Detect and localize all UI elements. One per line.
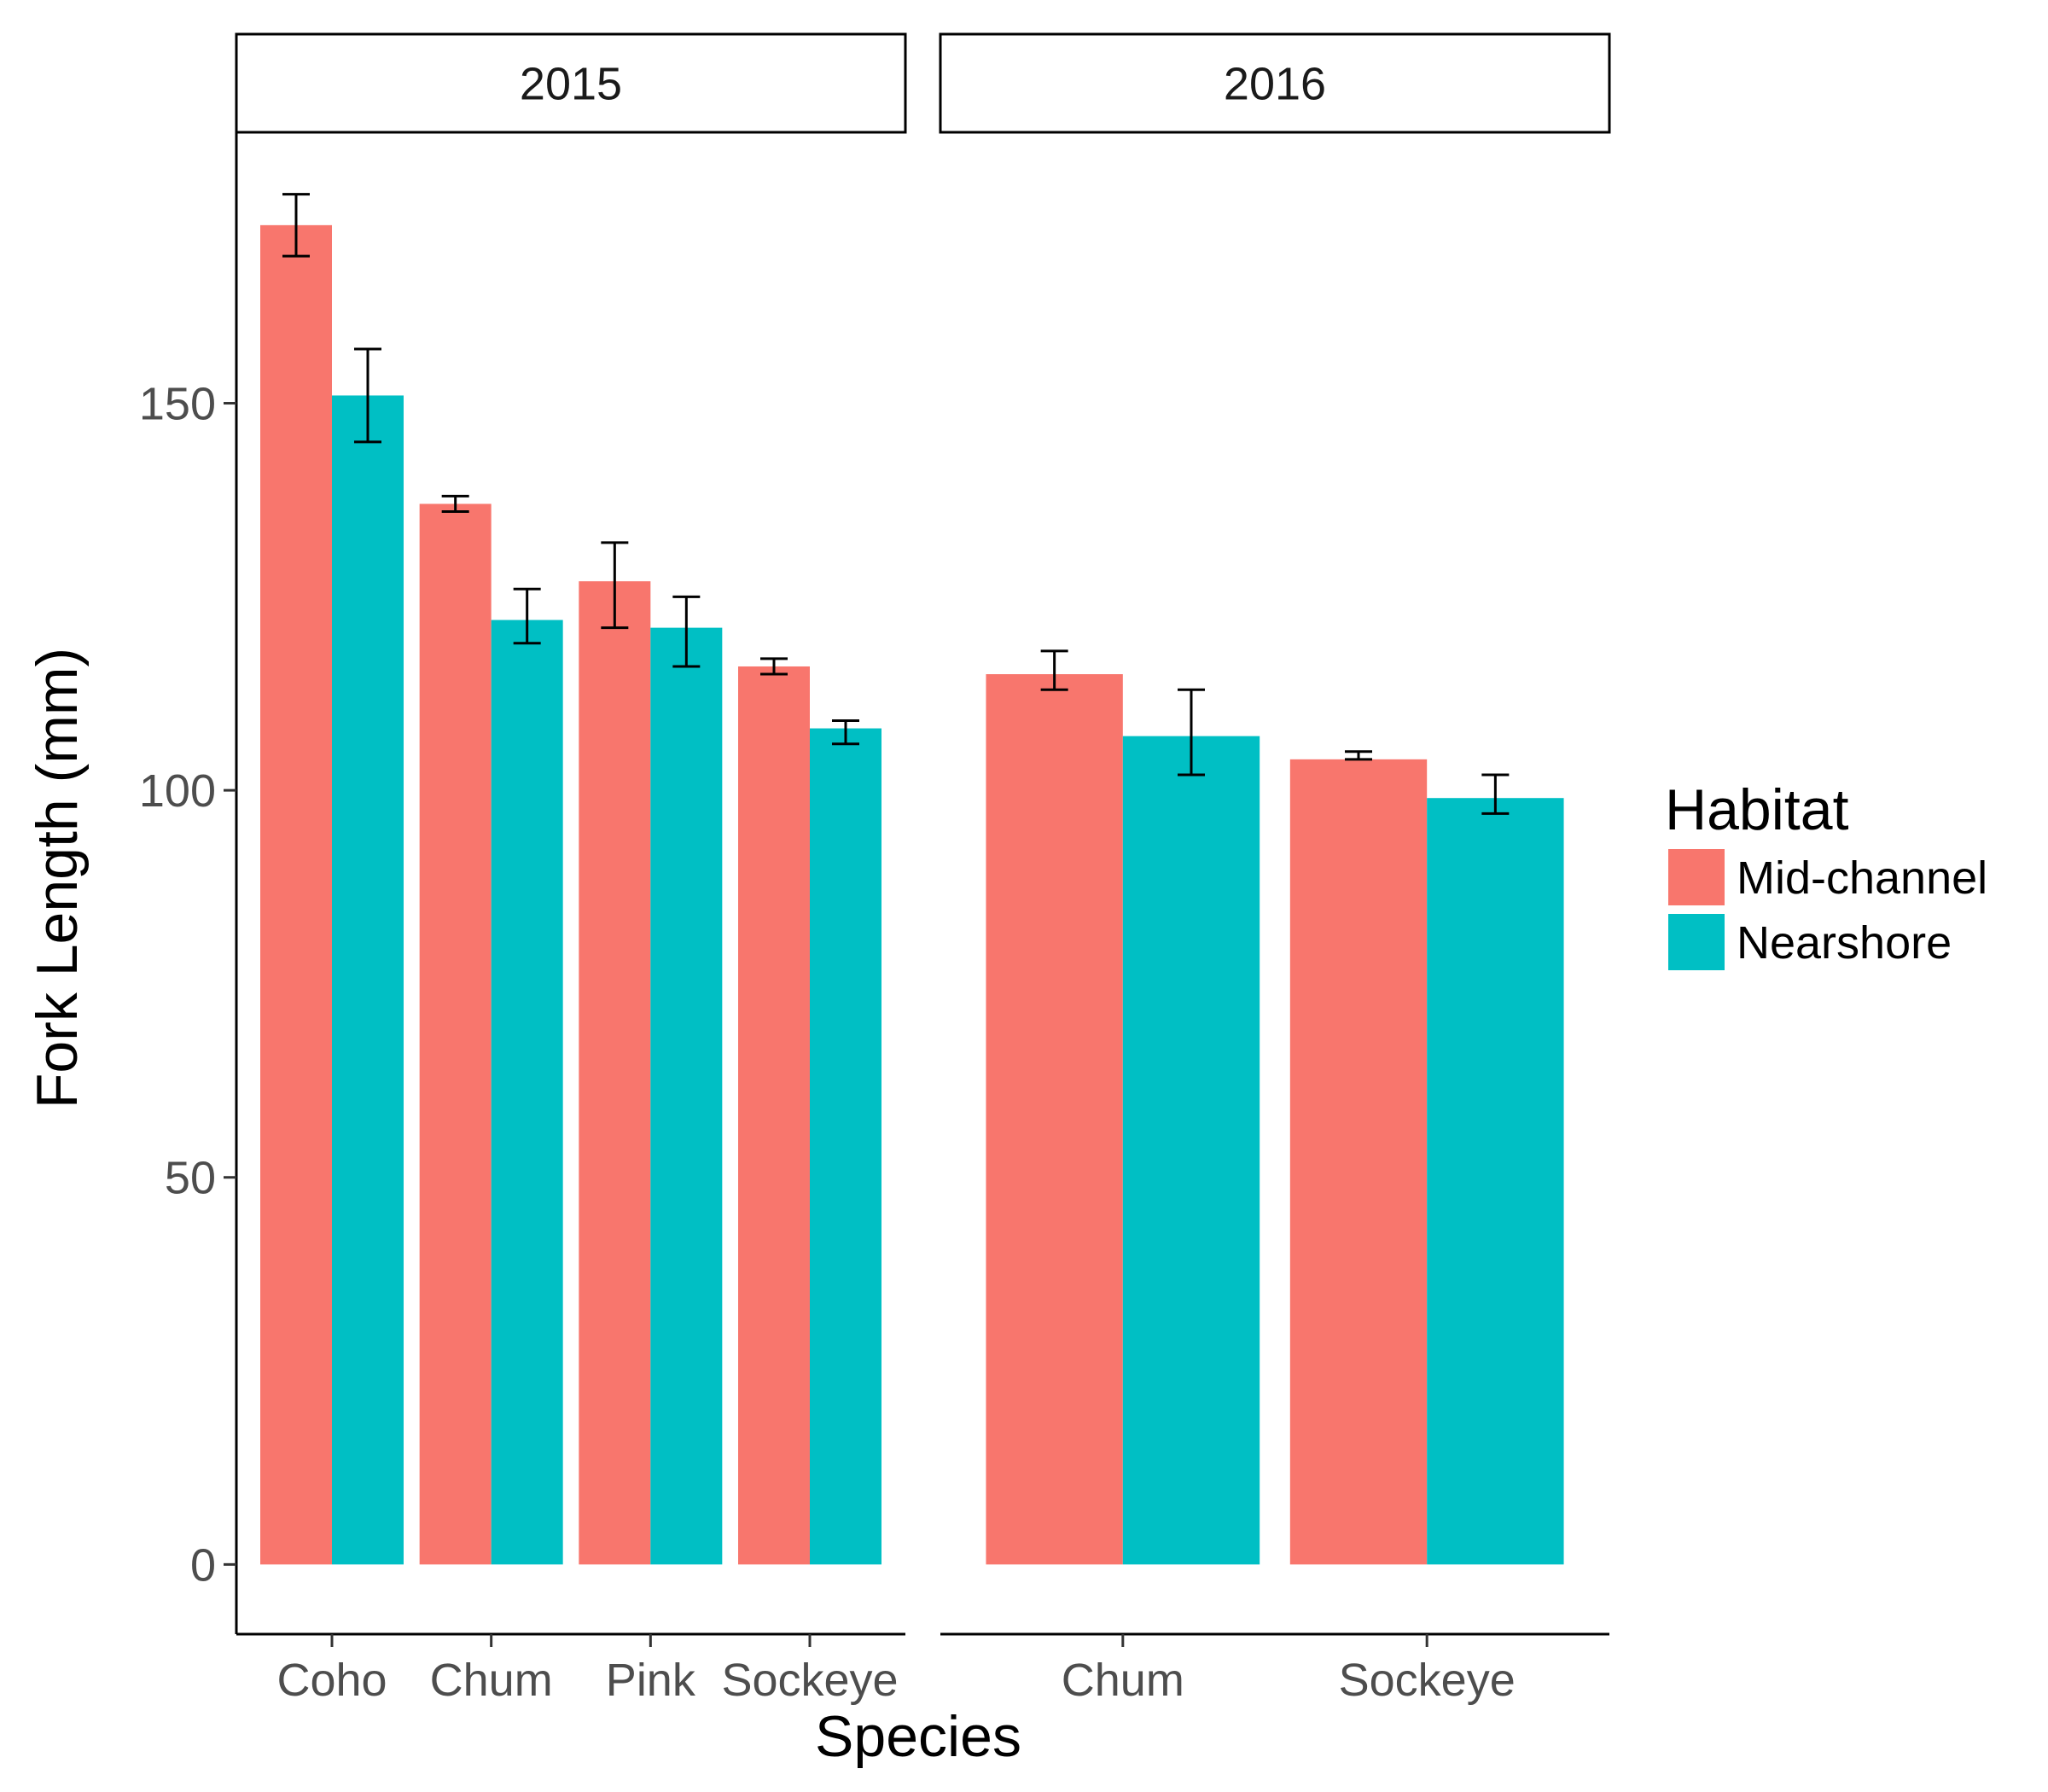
bar-2015-chum-mid-channel [419,503,492,1565]
legend-label-mid-channel: Mid-channel [1737,852,1987,904]
chart-panels: 2015 Coho Chum Pink Sockeye 2016 Chum Sockeye [235,32,1611,1706]
error-bar [1481,773,1510,815]
error-bar [441,494,469,514]
error-bar [282,193,310,258]
facet-strip-label: 2015 [520,59,622,110]
panel-2016: 2016 Chum Sockeye [939,32,1611,1706]
bar-2015-chum-nearshore [491,620,563,1565]
x-axis-title: Species [815,1704,1021,1769]
bar-2015-pink-mid-channel [579,581,651,1565]
facet-strip [235,32,907,134]
bar-2016-chum-nearshore [1122,736,1260,1565]
error-bar [513,587,541,645]
x-tick-label: Coho [276,1655,387,1706]
bar-2015-coho-nearshore [332,395,404,1565]
x-tick-label: Chum [1062,1655,1184,1706]
facet-strip-label: 2016 [1224,59,1326,110]
error-bar [1345,750,1372,761]
x-tick-label: Sockeye [1339,1655,1516,1706]
legend-swatch-nearshore [1668,914,1725,970]
legend: Habitat Mid-channel Nearshore [1665,777,1987,970]
bar-2015-sockeye-nearshore [810,728,881,1565]
error-bar [1178,688,1205,777]
legend-swatch-mid-channel [1668,849,1725,905]
bar-2015-pink-nearshore [650,627,723,1565]
x-tick-label: Sockeye [721,1655,898,1706]
error-bar [354,347,381,444]
panel-2015: 2015 Coho Chum Pink Sockeye [235,32,907,1706]
y-tick-label: 100 [139,765,216,817]
error-bar [1040,649,1068,691]
x-tick-label: Chum [430,1655,553,1706]
facet-strip [939,32,1611,134]
error-bar [672,595,701,668]
bar-2015-coho-mid-channel [260,224,332,1565]
y-tick-label: 50 [165,1153,216,1204]
bar-2016-chum-mid-channel [986,674,1123,1565]
error-bar [601,541,629,630]
y-tick-label: 0 [190,1539,216,1591]
error-bar [760,657,788,676]
bar-2015-sockeye-mid-channel [738,666,810,1565]
legend-label-nearshore: Nearshore [1737,917,1952,969]
bar-2016-sockeye-mid-channel [1289,759,1428,1565]
y-axis-title: Fork Length (mm) [25,648,90,1108]
legend-title: Habitat [1665,777,1849,842]
bar-2016-sockeye-nearshore [1427,798,1564,1565]
y-tick-label: 150 [139,379,216,430]
error-bar [832,719,859,746]
x-tick-label: Pink [606,1655,696,1706]
y-axis: 0 50 100 150 [139,132,238,1634]
